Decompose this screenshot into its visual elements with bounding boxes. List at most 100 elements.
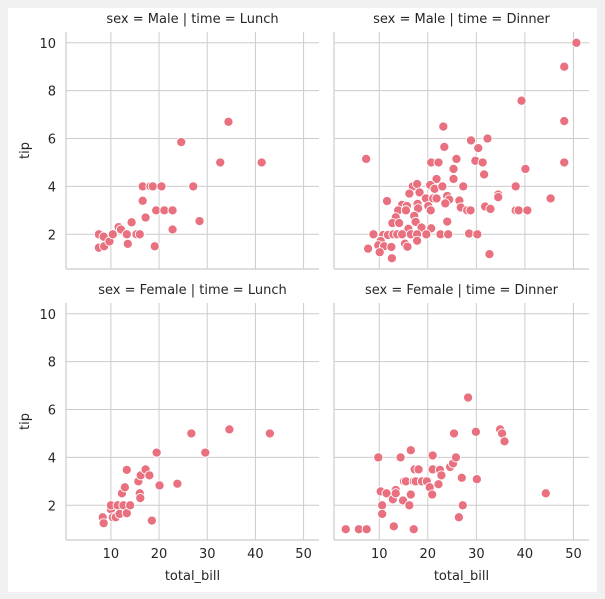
data-point (404, 188, 415, 199)
data-point (453, 512, 464, 523)
x-axis-label: total_bill (434, 569, 489, 584)
data-point (377, 500, 388, 511)
data-point (151, 447, 162, 458)
data-point (126, 217, 137, 228)
data-point (134, 229, 145, 240)
data-point (425, 205, 436, 216)
data-point (412, 235, 423, 246)
data-point (471, 474, 482, 485)
x-axis-label: total_bill (165, 569, 220, 584)
y-tick-label: 10 (39, 37, 56, 52)
y-axis-label: tip (18, 413, 33, 430)
data-point (125, 500, 136, 511)
data-point (559, 116, 570, 127)
data-point (451, 153, 462, 164)
data-point (571, 37, 582, 48)
data-point (520, 163, 531, 174)
panel-title: sex = Male | time = Lunch (106, 12, 278, 27)
data-point (264, 428, 275, 439)
data-point (479, 169, 490, 180)
data-point (340, 524, 351, 535)
data-point (465, 135, 477, 146)
data-point (156, 181, 167, 192)
data-point (395, 452, 406, 463)
data-point (200, 447, 211, 458)
data-point (427, 450, 438, 461)
data-point (194, 216, 205, 227)
data-point (493, 192, 504, 203)
data-point (448, 428, 460, 439)
x-tick-label: 20 (151, 547, 168, 562)
data-point (186, 428, 197, 439)
figure-canvas (8, 8, 597, 592)
data-point (146, 515, 157, 526)
data-point (147, 181, 158, 192)
data-point (482, 133, 493, 144)
data-point (404, 500, 415, 511)
data-point (368, 229, 379, 240)
data-point (473, 143, 484, 154)
y-tick-label: 6 (48, 404, 56, 419)
data-point (121, 464, 132, 475)
data-point (427, 489, 438, 500)
data-point (223, 116, 234, 127)
x-tick-label: 10 (371, 547, 388, 562)
data-point (224, 424, 235, 435)
data-point (405, 445, 416, 456)
data-point (477, 157, 488, 168)
data-point (377, 508, 388, 519)
data-point (144, 470, 155, 481)
data-point (559, 61, 570, 72)
panel-title: sex = Female | time = Dinner (365, 283, 559, 298)
data-point (381, 195, 393, 207)
data-point (154, 480, 165, 491)
x-tick-label: 10 (103, 547, 120, 562)
data-point (167, 205, 178, 216)
x-tick-label: 20 (420, 547, 437, 562)
data-point (176, 137, 187, 148)
data-point (540, 488, 551, 499)
data-point (363, 243, 374, 254)
data-point (373, 452, 384, 463)
panel-title: sex = Male | time = Dinner (373, 12, 550, 27)
data-point (559, 157, 570, 168)
data-point (107, 229, 118, 240)
data-point (456, 472, 467, 483)
data-point (390, 488, 401, 499)
y-tick-label: 2 (48, 228, 56, 243)
data-point (405, 489, 416, 500)
data-point (442, 216, 453, 227)
data-point (437, 181, 448, 192)
data-point (167, 224, 178, 235)
data-point (188, 181, 199, 192)
data-point (386, 253, 397, 264)
data-point (172, 478, 183, 489)
data-point (374, 247, 385, 258)
data-point (516, 95, 527, 106)
data-point (443, 229, 454, 240)
x-tick-label: 50 (295, 547, 312, 562)
y-tick-label: 4 (48, 180, 56, 195)
data-point (440, 198, 451, 209)
data-point (513, 205, 524, 216)
data-point (388, 521, 399, 532)
data-point (408, 524, 419, 535)
data-point (413, 464, 424, 475)
data-point (394, 217, 405, 229)
data-point (545, 193, 556, 204)
data-point (256, 157, 267, 168)
data-point (463, 392, 474, 403)
y-tick-label: 8 (48, 85, 56, 100)
data-point (464, 228, 475, 239)
data-point (402, 241, 413, 252)
data-point (412, 178, 423, 190)
data-point (140, 212, 151, 223)
data-point (470, 426, 481, 437)
data-point (135, 493, 146, 504)
x-tick-label: 30 (199, 547, 216, 562)
x-tick-label: 40 (517, 547, 534, 562)
data-point (439, 141, 450, 152)
y-axis-label: tip (18, 142, 33, 159)
data-point (465, 205, 476, 216)
